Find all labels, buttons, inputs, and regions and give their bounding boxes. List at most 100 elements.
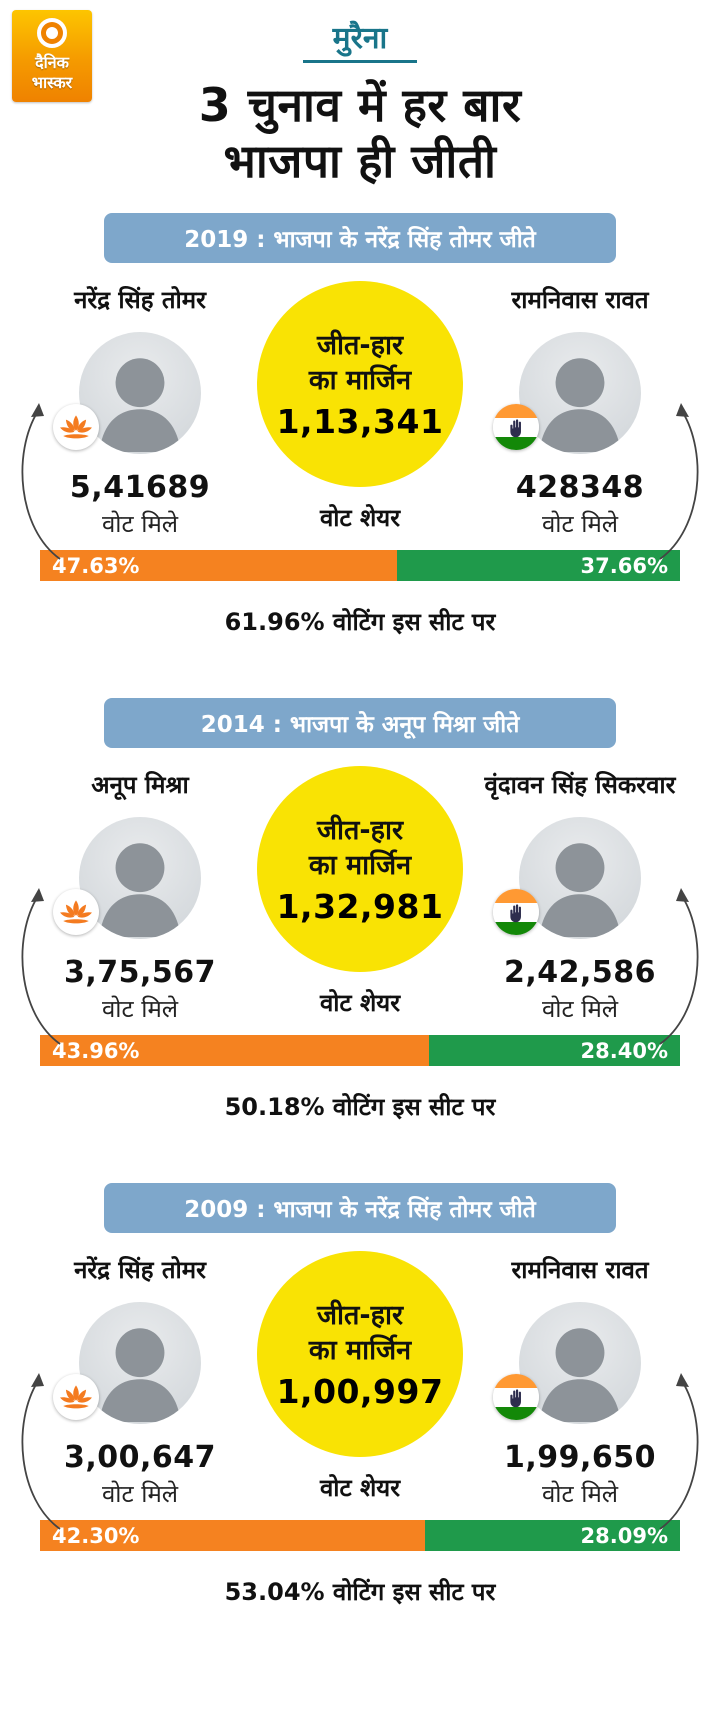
section-header-band: 2019 : भाजपा के नरेंद्र सिंह तोमर जीते (104, 213, 616, 264)
vote-count: 5,41689 (69, 470, 211, 506)
person-silhouette-icon (539, 1328, 621, 1423)
turnout-text: 50.18% वोटिंग इस सीट पर (224, 1093, 496, 1122)
margin-label-line2: का मार्जिन (308, 849, 412, 881)
margin-circle: जीत-हार का मार्जिन 1,32,981 (257, 766, 463, 973)
bjp-share-value: 43.96% (52, 1038, 140, 1063)
turnout-text: 61.96% वोटिंग इस सीट पर (224, 608, 496, 637)
candidate-name: नरेंद्र सिंह तोमर (74, 1256, 206, 1285)
vote-share-bar: 43.96% 28.40% (40, 1035, 680, 1067)
candidate-name: नरेंद्र सिंह तोमर (74, 286, 206, 315)
vote-share-label: वोट शेयर (319, 1474, 401, 1503)
vote-count-label: वोट मिले (541, 1480, 619, 1509)
candidate-name: वृंदावन सिंह सिकरवार (484, 771, 676, 800)
election-section-2019: 2019 : भाजपा के नरेंद्र सिंह तोमर जीते न… (0, 213, 720, 688)
person-silhouette-icon (99, 358, 181, 453)
vote-share-label: वोट शेयर (319, 504, 401, 533)
candidate-photo (79, 332, 201, 455)
masthead: दैनिक भास्कर मुरैना 3 चुनाव में हर बार भ… (0, 0, 720, 203)
vote-share-bar: 47.63% 37.66% (40, 550, 680, 582)
person-silhouette-icon (539, 358, 621, 453)
margin-column: जीत-हार का मार्जिन 1,32,981 वोट शेयर (246, 766, 474, 1019)
margin-circle: जीत-हार का मार्जिन 1,00,997 (257, 1251, 463, 1458)
curved-arrow-left-icon (21, 402, 61, 561)
vote-count-label: वोट मिले (541, 995, 619, 1024)
page-title-line2: भाजपा ही जीती (223, 134, 497, 189)
photo-wrap (53, 817, 201, 940)
bjp-lotus-icon (53, 1374, 99, 1421)
congress-share-segment: 28.09% (424, 1520, 680, 1552)
section-content: नरेंद्र सिंह तोमर 3,00,647 वोट मिले जीत-… (0, 1251, 720, 1531)
vote-count-label: वोट मिले (101, 1480, 179, 1509)
margin-column: जीत-हार का मार्जिन 1,13,341 वोट शेयर (246, 281, 474, 534)
congress-share-value: 28.09% (580, 1523, 668, 1548)
margin-label-line1: जीत-हार (317, 329, 403, 361)
logo-text-line2: भास्कर (31, 73, 73, 92)
person-silhouette-icon (99, 1328, 181, 1423)
person-silhouette-icon (539, 843, 621, 938)
photo-wrap (493, 1302, 641, 1425)
election-section-2014: 2014 : भाजपा के अनूप मिश्रा जीते अनूप मि… (0, 698, 720, 1173)
vote-share-bar: 42.30% 28.09% (40, 1520, 680, 1552)
vote-count: 2,42,586 (503, 955, 657, 991)
candidate-photo (519, 817, 641, 940)
winner-candidate-block: अनूप मिश्रा 3,75,567 वोट मिले (21, 766, 246, 1046)
section-content: अनूप मिश्रा 3,75,567 वोट मिले जीत-हार का… (0, 766, 720, 1046)
bjp-share-segment: 42.30% (40, 1520, 425, 1552)
dainik-bhaskar-logo: दैनिक भास्कर (12, 10, 92, 102)
margin-value: 1,13,341 (276, 401, 444, 441)
margin-label-line1: जीत-हार (317, 1299, 403, 1331)
congress-share-value: 28.40% (580, 1038, 668, 1063)
margin-value: 1,32,981 (276, 886, 444, 926)
candidate-name: अनूप मिश्रा (91, 771, 189, 800)
margin-value: 1,00,997 (276, 1371, 444, 1411)
vote-count: 1,99,650 (503, 1440, 657, 1476)
vote-count: 428348 (515, 470, 645, 506)
vote-count: 3,75,567 (63, 955, 217, 991)
runnerup-candidate-block: रामनिवास रावत 428348 वोट मिले (474, 281, 699, 561)
candidate-photo (79, 1302, 201, 1425)
photo-wrap (53, 332, 201, 455)
vote-count: 3,00,647 (63, 1440, 217, 1476)
bjp-share-segment: 43.96% (40, 1035, 429, 1067)
person-silhouette-icon (99, 843, 181, 938)
bjp-lotus-icon (53, 889, 99, 936)
section-content: नरेंद्र सिंह तोमर 5,41689 वोट मिले जीत-ह… (0, 281, 720, 561)
section-header-text: 2014 : भाजपा के अनूप मिश्रा जीते (200, 712, 520, 739)
winner-candidate-block: नरेंद्र सिंह तोमर 3,00,647 वोट मिले (21, 1251, 246, 1531)
curved-arrow-right-icon (659, 402, 699, 561)
photo-wrap (53, 1302, 201, 1425)
vote-count-label: वोट मिले (101, 995, 179, 1024)
congress-share-value: 37.66% (580, 553, 668, 578)
curved-arrow-right-icon (659, 1372, 699, 1531)
winner-candidate-block: नरेंद्र सिंह तोमर 5,41689 वोट मिले (21, 281, 246, 561)
curved-arrow-right-icon (659, 887, 699, 1046)
bjp-share-segment: 47.63% (40, 550, 398, 582)
photo-wrap (493, 332, 641, 455)
vote-count-label: वोट मिले (101, 510, 179, 539)
margin-circle: जीत-हार का मार्जिन 1,13,341 (257, 281, 463, 488)
candidate-photo (79, 817, 201, 940)
page-title: 3 चुनाव में हर बार भाजपा ही जीती (0, 77, 720, 189)
vote-share-label: वोट शेयर (319, 989, 401, 1018)
candidate-name: रामनिवास रावत (511, 286, 649, 315)
runnerup-candidate-block: रामनिवास रावत 1,99,650 वोट मिले (474, 1251, 699, 1531)
candidate-photo (519, 1302, 641, 1425)
vote-count-label: वोट मिले (541, 510, 619, 539)
photo-wrap (493, 817, 641, 940)
section-header-band: 2009 : भाजपा के नरेंद्र सिंह तोमर जीते (104, 1183, 616, 1234)
logo-text-line1: दैनिक (35, 53, 69, 72)
margin-label-line1: जीत-हार (317, 814, 403, 846)
congress-hand-icon (493, 889, 539, 936)
curved-arrow-left-icon (21, 887, 61, 1046)
margin-column: जीत-हार का मार्जिन 1,00,997 वोट शेयर (246, 1251, 474, 1504)
congress-share-segment: 28.40% (428, 1035, 680, 1067)
runnerup-candidate-block: वृंदावन सिंह सिकरवार 2,42,586 वोट मिले (474, 766, 699, 1046)
candidate-name: रामनिवास रावत (511, 1256, 649, 1285)
curved-arrow-left-icon (21, 1372, 61, 1531)
section-header-text: 2009 : भाजपा के नरेंद्र सिंह तोमर जीते (184, 1197, 536, 1224)
section-header-text: 2019 : भाजपा के नरेंद्र सिंह तोमर जीते (184, 227, 536, 254)
bjp-lotus-icon (53, 404, 99, 451)
congress-hand-icon (493, 1374, 539, 1421)
congress-share-segment: 37.66% (397, 550, 680, 582)
margin-label-line2: का मार्जिन (308, 364, 412, 396)
